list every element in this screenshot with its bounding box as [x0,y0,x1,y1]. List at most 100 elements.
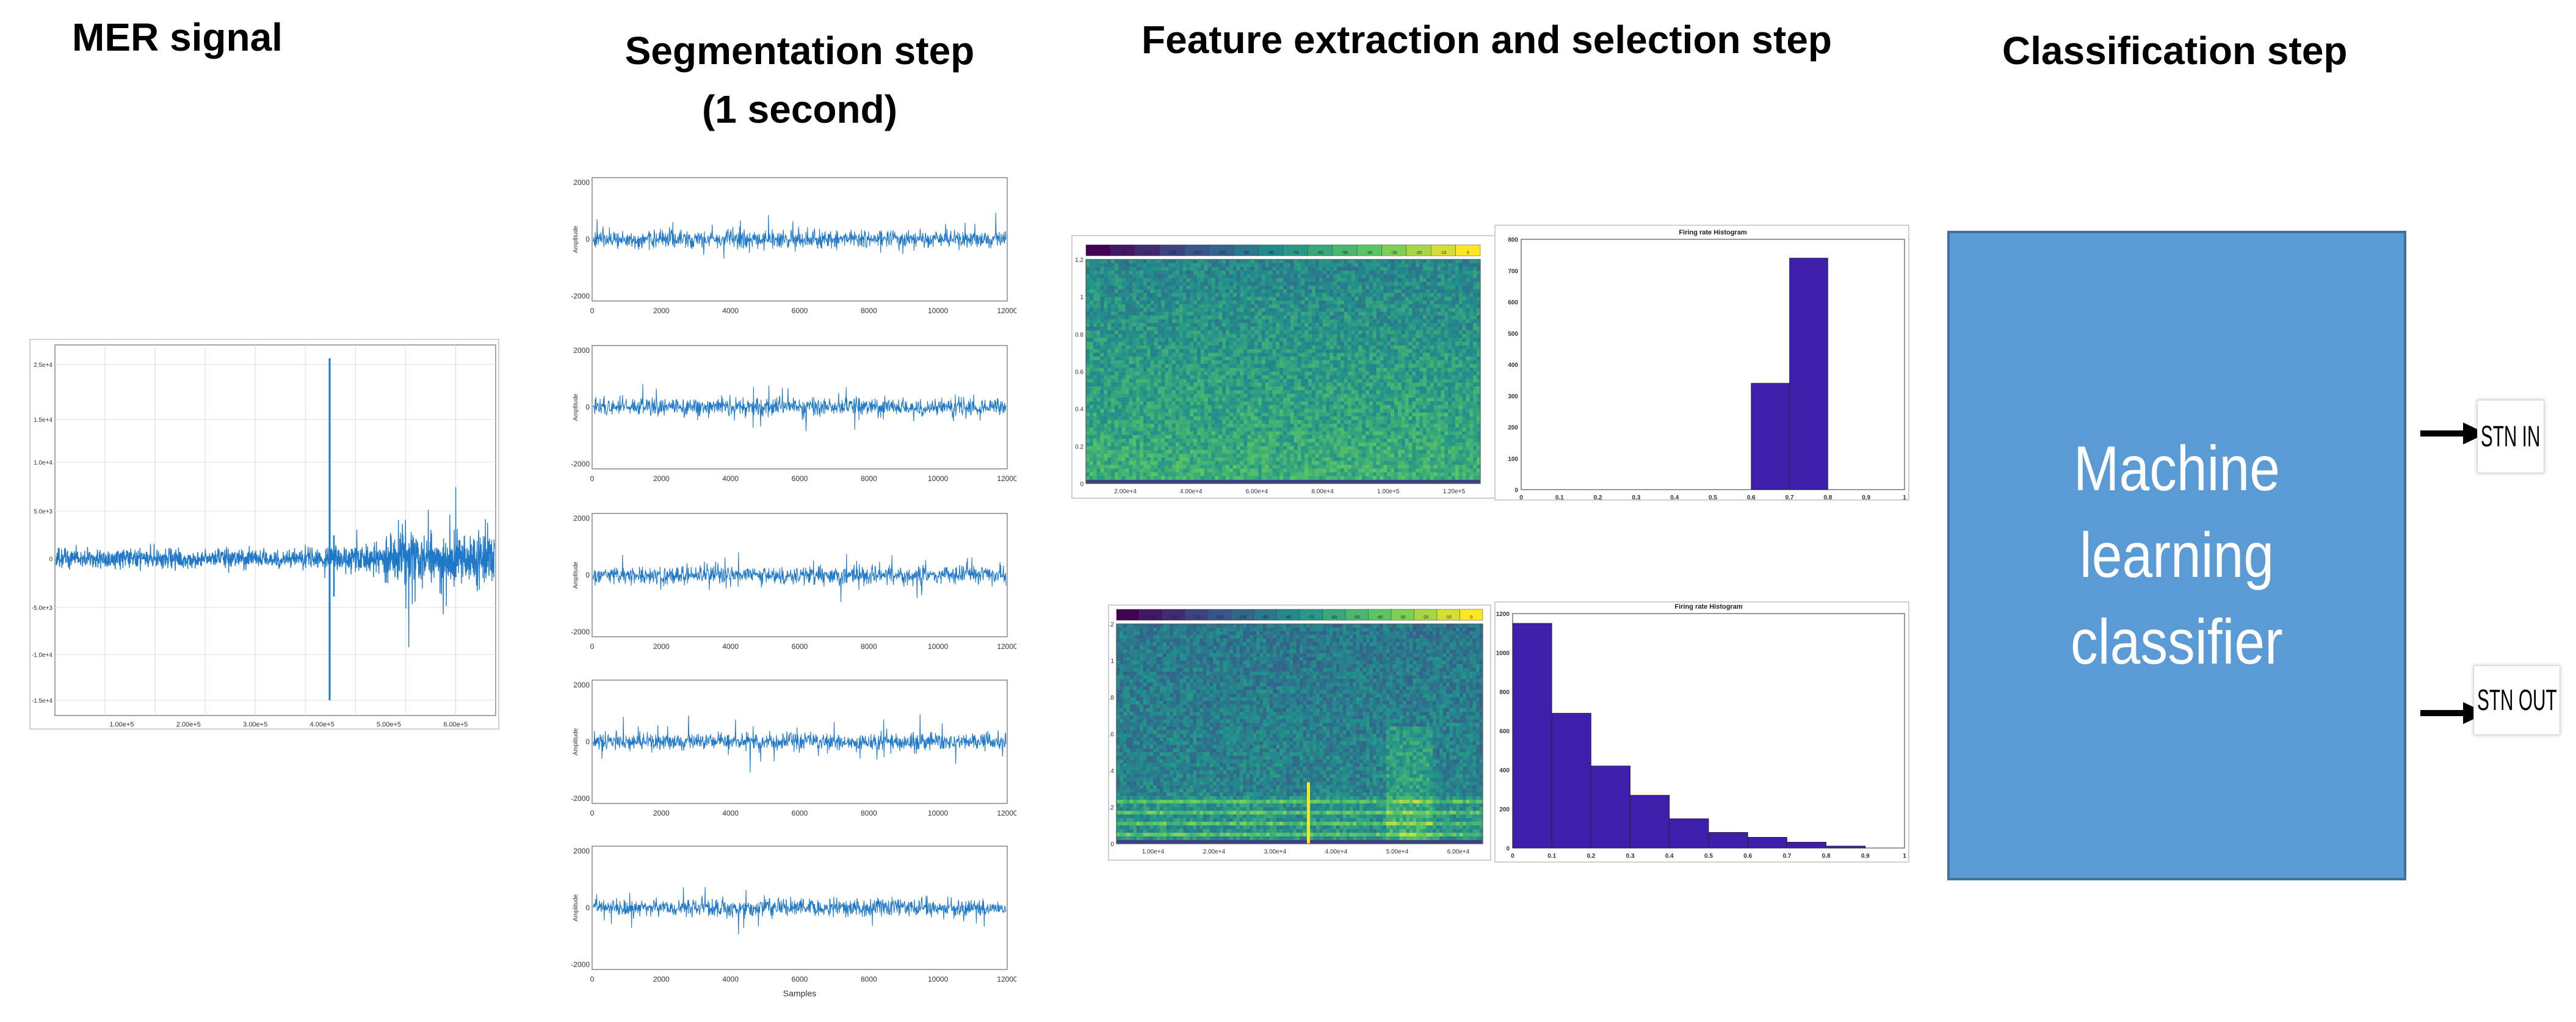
spectrogram-cell [1136,281,1140,286]
spectrogram-cell [1330,472,1334,477]
spectrogram-cell [1272,449,1276,454]
spectrogram-cell [1190,449,1194,454]
spectrogram-cell [1175,386,1180,391]
spectrogram-cell [1232,449,1237,454]
spectrogram-cell [1100,259,1104,264]
spectrogram-cell [1146,397,1151,402]
spectrogram-cell [1240,289,1244,294]
spectrogram-cell [1308,397,1312,402]
spectrogram-cell [1089,461,1094,465]
spectrogram-cell [1301,438,1305,443]
spectrogram-cell [1254,278,1259,283]
spectrogram-cell [1268,386,1273,391]
spectrogram-cell [1290,379,1294,383]
spectrogram-cell [1366,424,1370,428]
spectrogram-cell [1190,270,1194,275]
spectrogram-cell [1315,394,1320,398]
spectrogram-cell [1143,270,1148,275]
spectrogram-cell [1308,468,1312,473]
spectrogram-cell [1304,341,1309,346]
spectrogram-cell [1146,401,1151,405]
spectrogram-cell [1136,315,1140,320]
spectrogram-cell [1315,285,1320,290]
spectrogram-cell [1157,446,1162,451]
spectrogram-cell [1129,304,1133,308]
spectrogram-cell [1179,319,1183,324]
spectrogram-cell [1171,352,1176,357]
spectrogram-cell [1372,270,1377,275]
spectrogram-cell [1297,270,1301,275]
spectrogram-cell [1111,446,1115,451]
spectrogram-cell [1366,323,1370,327]
spectrogram-cell [1115,427,1119,432]
spectrogram-cell [1243,360,1248,364]
spectrogram-cell [1129,405,1133,409]
spectrogram-cell [1351,401,1355,405]
spectrogram-cell [1179,297,1183,301]
spectrogram-cell [1236,438,1240,443]
spectrogram-cell [1268,408,1273,413]
spectrogram-cell [1362,259,1366,264]
spectrogram-cell [1182,338,1187,342]
spectrogram-cell [1222,412,1226,417]
colorbar-tick: -150 [1094,251,1102,255]
spectrogram-cell [1182,278,1187,283]
spectrogram-cell [1107,341,1112,346]
spectrogram-cell [1297,297,1301,301]
spectrogram-cell [1347,345,1351,350]
spectrogram-cell [1326,319,1330,324]
spectrogram-cell [1358,457,1362,462]
spectrogram-cell [1211,330,1215,335]
spectrogram-cell [1272,446,1276,451]
spectrogram-cell [1100,293,1104,297]
spectrogram-cell [1136,465,1140,469]
spectrogram-cell [1261,390,1266,394]
spectrogram-cell [1204,420,1209,424]
spectrogram-cell [1290,431,1294,435]
spectrogram-cell [1129,431,1133,435]
spectrogram-cell [1326,449,1330,454]
spectrogram-cell [1175,349,1180,353]
spectrogram-cell [1190,308,1194,312]
spectrogram-cell [1286,349,1291,353]
spectrogram-cell [1261,446,1266,451]
spectrogram-cell [1136,424,1140,428]
spectrogram-cell [1140,465,1144,469]
spectrogram-cell [1161,454,1165,458]
spectrogram-cell [1129,311,1133,316]
spectrogram-cell [1290,360,1294,364]
spectrogram-cell [1276,364,1280,368]
spectrogram-cell [1326,338,1330,342]
spectrogram-cell [1093,352,1097,357]
spectrogram-cell [1326,315,1330,320]
spectrogram-cell [1222,338,1226,342]
spectrogram-cell [1104,420,1108,424]
spectrogram-cell [1337,390,1341,394]
spectrogram-cell [1218,446,1223,451]
spectrogram-cell [1140,408,1144,413]
spectrogram-cell [1107,300,1112,305]
spectrogram-cell [1362,412,1366,417]
spectrogram-cell [1283,289,1287,294]
spectrogram-cell [1261,397,1266,402]
spectrogram-cell [1215,323,1219,327]
spectrogram-cell [1293,278,1298,283]
spectrogram-cell [1268,289,1273,294]
spectrogram-cell [1369,431,1373,435]
spectrogram-cell [1115,285,1119,290]
spectrogram-cell [1240,371,1244,375]
spectrogram-cell [1111,270,1115,275]
spectrogram-cell [1100,476,1104,480]
spectrogram-cell [1136,263,1140,267]
spectrogram-cell [1276,382,1280,387]
spectrogram-cell [1150,285,1154,290]
spectrogram-cell [1366,360,1370,364]
spectrogram-cell [1290,397,1294,402]
spectrogram-cell [1283,334,1287,338]
spectrogram-cell [1146,364,1151,368]
spectrogram-cell [1326,259,1330,264]
spectrogram-cell [1182,364,1187,368]
spectrogram-cell [1315,424,1320,428]
spectrogram-cell [1204,438,1209,443]
spectrogram-cell [1372,308,1377,312]
